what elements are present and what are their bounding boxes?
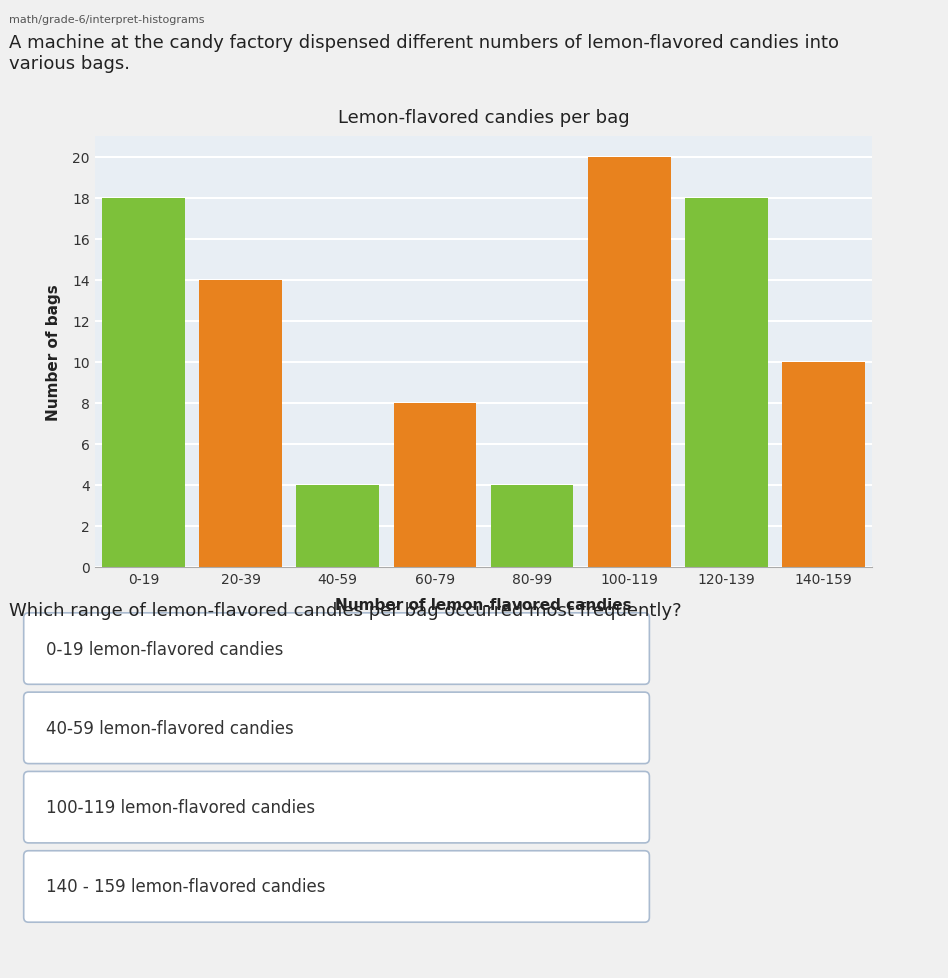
FancyBboxPatch shape xyxy=(24,851,649,922)
Bar xyxy=(393,403,476,567)
Text: Which range of lemon-flavored candies per bag occurred most frequently?: Which range of lemon-flavored candies pe… xyxy=(9,601,683,619)
Text: 40-59 lemon-flavored candies: 40-59 lemon-flavored candies xyxy=(46,719,293,737)
Bar xyxy=(199,281,282,567)
Bar xyxy=(102,199,185,567)
FancyBboxPatch shape xyxy=(24,772,649,843)
Bar xyxy=(782,362,865,567)
Text: 140 - 159 lemon-flavored candies: 140 - 159 lemon-flavored candies xyxy=(46,877,325,896)
Bar xyxy=(685,199,768,567)
Bar xyxy=(588,157,670,567)
X-axis label: Number of lemon-flavored candies: Number of lemon-flavored candies xyxy=(336,598,631,612)
Text: math/grade-6/interpret-histograms: math/grade-6/interpret-histograms xyxy=(9,15,205,24)
Title: Lemon-flavored candies per bag: Lemon-flavored candies per bag xyxy=(337,110,629,127)
Text: 0-19 lemon-flavored candies: 0-19 lemon-flavored candies xyxy=(46,640,283,658)
Text: A machine at the candy factory dispensed different numbers of lemon-flavored can: A machine at the candy factory dispensed… xyxy=(9,34,840,73)
Bar xyxy=(297,485,379,567)
Bar xyxy=(491,485,574,567)
FancyBboxPatch shape xyxy=(24,692,649,764)
Y-axis label: Number of bags: Number of bags xyxy=(46,284,61,421)
Text: 100-119 lemon-flavored candies: 100-119 lemon-flavored candies xyxy=(46,798,315,817)
FancyBboxPatch shape xyxy=(24,613,649,685)
